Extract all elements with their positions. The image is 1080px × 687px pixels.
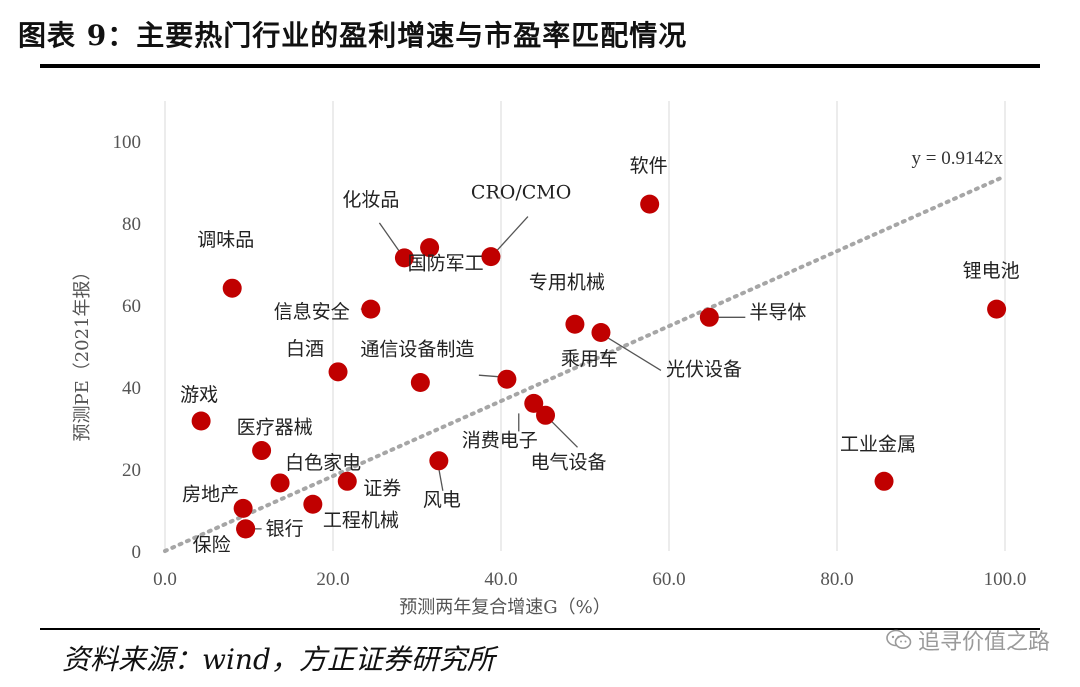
data-point — [394, 248, 414, 268]
y-tick-label: 0 — [132, 542, 142, 563]
data-label: 软件 — [630, 155, 668, 177]
data-point — [191, 411, 211, 431]
data-label: 专用机械 — [529, 271, 605, 293]
x-tick-label: 0.0 — [153, 569, 177, 590]
data-label: 电气设备 — [531, 451, 607, 473]
y-tick-label: 20 — [122, 460, 141, 481]
data-label: 国防军工 — [408, 253, 484, 275]
data-point — [874, 471, 894, 491]
data-label: 光伏设备 — [666, 358, 742, 380]
data-label: 工程机械 — [323, 509, 399, 531]
label-leader — [551, 420, 578, 448]
data-label: CRO/CMO — [471, 182, 571, 204]
data-label: 半导体 — [749, 301, 806, 323]
data-point — [591, 322, 611, 342]
y-tick-label: 80 — [122, 214, 141, 235]
y-tick-label: 100 — [113, 132, 142, 153]
trendline-equation: y = 0.9142x — [912, 148, 1004, 169]
data-point — [987, 299, 1007, 319]
label-leader — [603, 334, 662, 372]
data-point — [270, 473, 290, 493]
data-label: 锂电池 — [963, 260, 1020, 282]
data-point — [337, 471, 357, 491]
data-point — [699, 307, 719, 327]
data-point — [303, 494, 323, 514]
data-points — [191, 194, 1007, 539]
data-point — [410, 372, 430, 392]
x-tick-label: 40.0 — [484, 569, 517, 590]
wechat-icon — [886, 629, 912, 649]
data-label: 工业金属 — [840, 433, 916, 455]
trendline-path — [163, 174, 1007, 553]
top-rule — [40, 64, 1040, 68]
data-point — [420, 238, 440, 258]
data-label: 消费电子 — [462, 429, 538, 451]
data-point — [328, 362, 348, 382]
x-tick-label: 100.0 — [984, 569, 1027, 590]
y-axis-title: 预测PE（2021年报） — [72, 262, 93, 441]
data-label: 证券 — [363, 477, 401, 499]
label-leader — [496, 216, 529, 252]
data-point — [361, 299, 381, 319]
data-label: 信息安全 — [274, 301, 350, 323]
data-point — [640, 194, 660, 214]
x-tick-label: 80.0 — [820, 569, 853, 590]
data-label: 乘用车 — [561, 348, 618, 370]
data-point — [236, 519, 256, 539]
data-point — [497, 369, 517, 389]
data-label: 白色家电 — [285, 452, 361, 474]
data-point — [536, 405, 556, 425]
data-point — [429, 451, 449, 471]
data-point — [252, 441, 272, 461]
axes: 0.0 20.0 40.0 60.0 80.0 100.0 0 20 40 60 80 100 预测两年… — [72, 101, 1026, 618]
data-label: 游戏 — [180, 384, 218, 406]
bottom-rule — [40, 628, 1040, 630]
data-label: 调味品 — [197, 229, 254, 251]
x-tick-label: 60.0 — [652, 569, 685, 590]
data-label: 医疗器械 — [237, 417, 313, 439]
data-label: 化妆品 — [342, 189, 399, 211]
data-label: 保险 — [193, 534, 231, 556]
data-label: 白酒 — [286, 338, 324, 360]
x-axis-title: 预测两年复合增速G（%） — [399, 597, 610, 618]
watermark: 追寻价值之路 — [886, 624, 1050, 656]
data-point — [565, 314, 585, 334]
trendline: y = 0.9142x — [163, 148, 1007, 553]
data-point — [481, 247, 501, 267]
data-label: 通信设备制造 — [360, 338, 474, 360]
x-tick-label: 20.0 — [316, 569, 349, 590]
data-point — [524, 393, 544, 413]
label-leader — [438, 468, 444, 491]
data-label: 风电 — [423, 489, 461, 511]
source-note: 资料来源：wind，方正证券研究所 — [62, 643, 495, 676]
y-tick-label: 60 — [122, 296, 141, 317]
watermark-text: 追寻价值之路 — [917, 630, 1050, 655]
label-leader — [378, 222, 401, 254]
y-tick-label: 40 — [122, 378, 141, 399]
data-point — [222, 278, 242, 298]
data-point — [233, 498, 253, 518]
scatter-chart: 0.0 20.0 40.0 60.0 80.0 100.0 0 20 40 60 80 100 预测两年… — [72, 101, 1026, 618]
data-label: 银行 — [266, 518, 304, 540]
page-title: 图表 9：主要热门行业的盈利增速与市盈率匹配情况 — [18, 19, 688, 52]
data-label: 房地产 — [182, 483, 239, 505]
